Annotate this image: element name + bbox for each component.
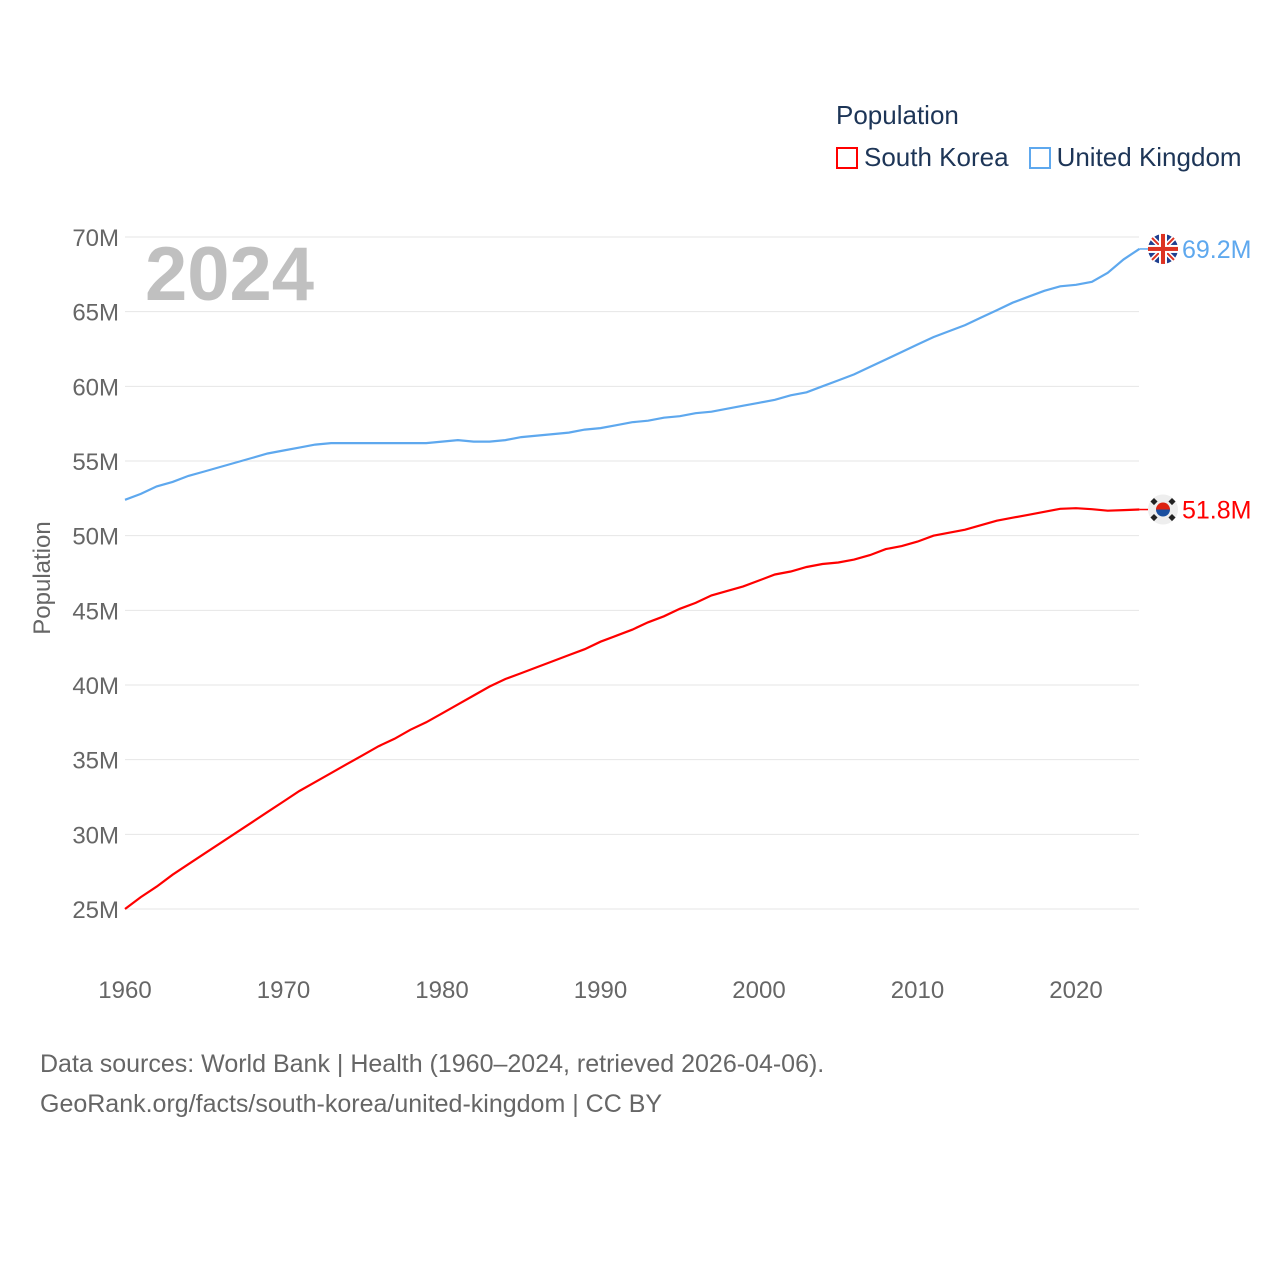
- end-value-label: 51.8M: [1182, 497, 1251, 525]
- footer: Data sources: World Bank | Health (1960–…: [40, 1044, 824, 1124]
- x-tick-label: 1960: [98, 977, 151, 1004]
- y-tick-label: 55M: [72, 449, 119, 476]
- y-tick-label: 50M: [72, 524, 119, 551]
- series-line-united-kingdom[interactable]: [124, 247, 1141, 501]
- y-tick-label: 30M: [72, 822, 119, 849]
- legend-label: United Kingdom: [1056, 142, 1242, 172]
- legend-label: South Korea: [864, 142, 1009, 172]
- y-tick-label: 35M: [72, 748, 119, 775]
- x-tick-label: 2020: [1049, 977, 1102, 1004]
- y-tick-label: 70M: [72, 225, 119, 252]
- y-tick-label: 25M: [72, 897, 119, 924]
- year-watermark: 2024: [145, 232, 314, 317]
- south-korea-flag-icon: [1148, 494, 1178, 525]
- attribution-link[interactable]: GeoRank.org/facts/south-korea/united-kin…: [40, 1090, 663, 1118]
- x-tick-label: 2000: [732, 977, 785, 1004]
- legend-swatch: [1028, 146, 1051, 169]
- legend-item-south-korea[interactable]: South Korea: [836, 142, 1009, 173]
- y-axis-label: Population: [29, 521, 56, 634]
- y-tick-label: 65M: [72, 300, 119, 327]
- y-tick-label: 40M: [72, 673, 119, 700]
- legend: South Korea United Kingdom: [836, 142, 1262, 173]
- legend-item-united-kingdom[interactable]: United Kingdom: [1028, 142, 1242, 173]
- y-tick-label: 60M: [72, 374, 119, 401]
- legend-title: Population: [836, 100, 959, 130]
- x-tick-label: 2010: [891, 977, 944, 1004]
- y-tick-label: 45M: [72, 598, 119, 625]
- legend-swatch: [836, 146, 858, 169]
- series-line-south-korea[interactable]: [124, 507, 1140, 910]
- uk-flag-icon: [1148, 233, 1178, 264]
- end-value-label: 69.2M: [1182, 236, 1251, 264]
- x-tick-label: 1970: [257, 977, 310, 1004]
- data-source-text: Data sources: World Bank | Health (1960–…: [40, 1050, 825, 1078]
- x-tick-label: 1990: [574, 977, 627, 1004]
- x-tick-label: 1980: [415, 977, 468, 1004]
